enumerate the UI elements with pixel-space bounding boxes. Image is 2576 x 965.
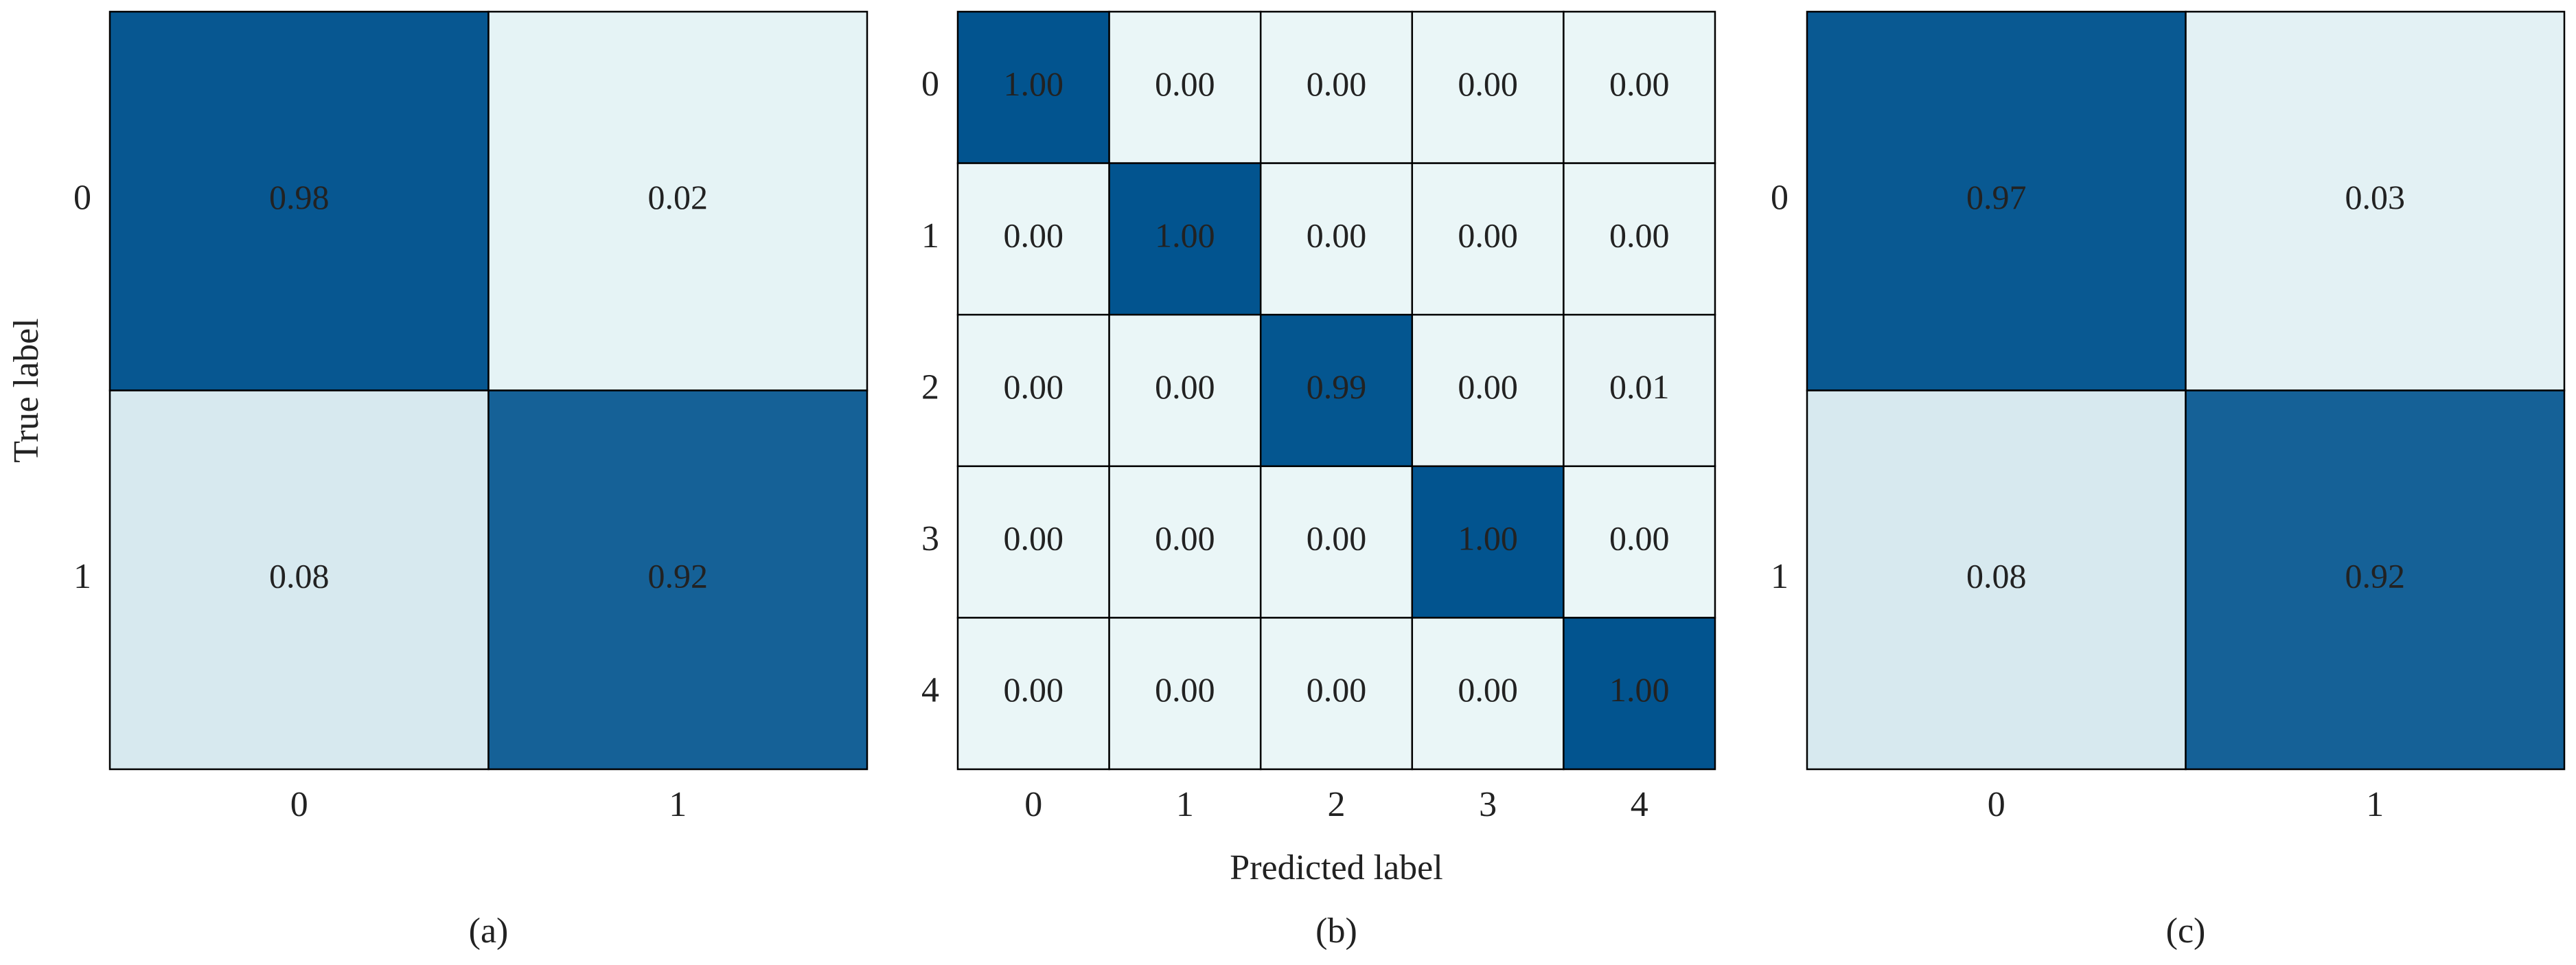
y-tick-label: 4 — [921, 671, 939, 710]
cell-label: 0.99 — [1307, 367, 1367, 406]
cell — [1108, 313, 1262, 468]
cell-label: 0.00 — [1155, 65, 1215, 103]
cell — [1411, 313, 1565, 468]
cell — [108, 389, 490, 771]
cell — [1411, 162, 1565, 316]
x-tick-label: 0 — [290, 785, 308, 824]
x-tick-label: 4 — [1631, 785, 1648, 824]
caption: (b) — [1315, 911, 1357, 951]
cell — [1108, 10, 1262, 164]
caption: (a) — [469, 911, 509, 951]
cell-label: 0.08 — [1966, 557, 2027, 595]
y-tick-label: 2 — [921, 367, 939, 407]
cell-label: 0.98 — [269, 178, 330, 216]
x-tick-label: 0 — [1024, 785, 1042, 824]
cell — [1411, 465, 1565, 619]
cell — [487, 10, 869, 391]
cell — [1259, 465, 1414, 619]
y-tick-label: 0 — [73, 179, 91, 218]
cell-label: 0.00 — [1609, 65, 1670, 103]
cell-label: 0.00 — [1155, 367, 1215, 406]
x-tick-label: 1 — [2366, 785, 2384, 824]
x-tick-label: 3 — [1479, 785, 1497, 824]
cell — [956, 465, 1110, 619]
cell-label: 0.01 — [1609, 367, 1670, 406]
cell-label: 0.00 — [1004, 367, 1064, 406]
cell — [1259, 162, 1414, 316]
cell — [2185, 389, 2566, 771]
cell-label: 0.00 — [1458, 367, 1518, 406]
cell — [956, 313, 1110, 468]
cell — [956, 617, 1110, 771]
cell-label: 0.08 — [269, 557, 330, 595]
cell — [1259, 617, 1414, 771]
cell-label: 0.00 — [1004, 519, 1064, 558]
cell — [2185, 10, 2566, 391]
cell — [487, 389, 869, 771]
cell — [1563, 465, 1716, 619]
x-axis-label: Predicted label — [1230, 848, 1442, 887]
cell-label: 0.92 — [648, 557, 709, 595]
y-tick-label: 0 — [921, 65, 939, 104]
x-tick-label: 2 — [1328, 785, 1346, 824]
cell-label: 0.00 — [1155, 670, 1215, 709]
cell-label: 0.02 — [648, 178, 709, 216]
y-tick-label: 1 — [921, 216, 939, 256]
cell-label: 0.00 — [1307, 216, 1367, 254]
cell-label: 0.00 — [1307, 65, 1367, 103]
cell-label: 0.00 — [1307, 519, 1367, 558]
y-tick-label: 1 — [73, 557, 91, 596]
cell-label: 0.00 — [1155, 519, 1215, 558]
x-tick-label: 1 — [1176, 785, 1194, 824]
cell-label: 1.00 — [1609, 670, 1670, 709]
cell-label: 0.00 — [1307, 670, 1367, 709]
cell-label: 0.00 — [1458, 216, 1518, 254]
cell — [1563, 162, 1716, 316]
cell-label: 0.97 — [1966, 178, 2027, 216]
cell-label: 0.00 — [1458, 670, 1518, 709]
y-tick-label: 0 — [1771, 179, 1789, 218]
cell — [1563, 617, 1716, 771]
cell-label: 0.00 — [1458, 65, 1518, 103]
cell — [1563, 313, 1716, 468]
cell-label: 1.00 — [1458, 519, 1518, 558]
y-tick-label: 1 — [1771, 557, 1789, 596]
cell — [956, 162, 1110, 316]
cell-label: 1.00 — [1155, 216, 1215, 254]
x-tick-label: 1 — [669, 785, 687, 824]
x-tick-label: 0 — [1988, 785, 2005, 824]
cell — [108, 10, 490, 391]
cell — [1108, 465, 1262, 619]
cell-label: 0.00 — [1609, 216, 1670, 254]
cell-label: 1.00 — [1004, 65, 1064, 103]
cell-label: 0.00 — [1609, 519, 1670, 558]
caption: (c) — [2166, 911, 2206, 951]
y-tick-label: 3 — [921, 519, 939, 558]
cell-label: 0.00 — [1004, 670, 1064, 709]
cell — [1411, 617, 1565, 771]
cell — [1411, 10, 1565, 164]
cell-label: 0.00 — [1004, 216, 1064, 254]
y-axis-label: True label — [7, 318, 46, 462]
cell — [1259, 313, 1414, 468]
cell-label: 0.03 — [2345, 178, 2406, 216]
cell — [956, 10, 1110, 164]
cell-label: 0.92 — [2345, 557, 2406, 595]
